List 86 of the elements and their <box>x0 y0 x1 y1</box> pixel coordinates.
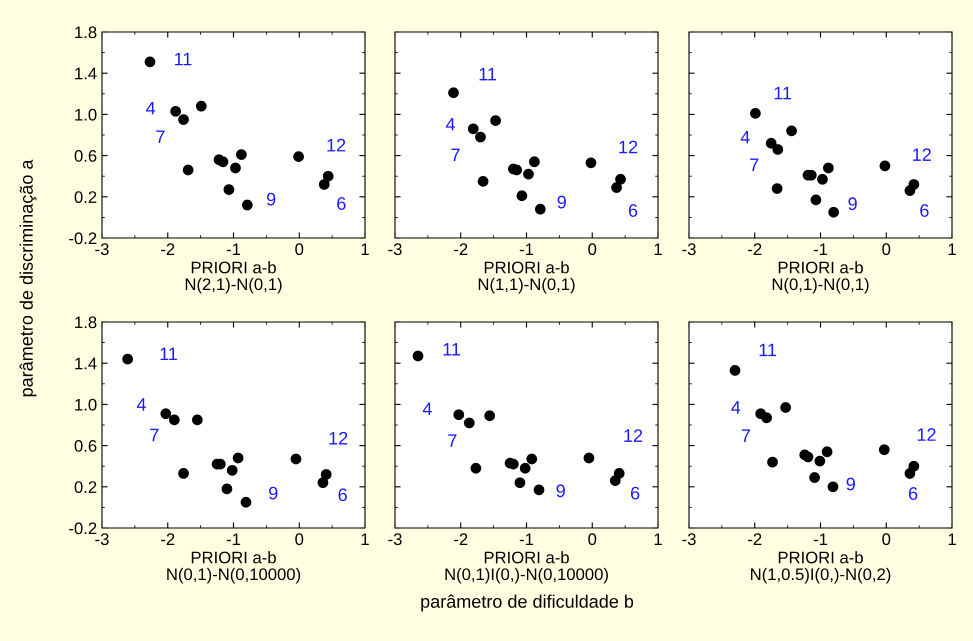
annotation: 6 <box>628 204 638 217</box>
x-axis-title: PRIORI a-b N(0,1)-N(0,10000) <box>167 551 300 584</box>
x-tick-label: 1 <box>362 243 369 255</box>
annotation: 6 <box>920 204 929 217</box>
x-axis-title: PRIORI a-b N(1,1)-N(0,1) <box>478 261 575 294</box>
annotation: 11 <box>480 68 496 80</box>
annotation: 11 <box>175 52 192 66</box>
y-tick-label: 1.0 <box>75 108 96 121</box>
x-tick-label: 0 <box>295 243 304 256</box>
x-tick-label: -3 <box>95 243 109 256</box>
annotation: 4 <box>731 401 740 414</box>
x-axis-title: PRIORI a-b N(1,0.5)I(0,)-N(0,2) <box>751 551 890 584</box>
annotation: 9 <box>269 486 278 500</box>
y-tick-label: 0.6 <box>74 440 96 452</box>
x-axis-title: PRIORI a-b N(2,1)-N(0,1) <box>186 261 282 294</box>
annotation: 9 <box>266 192 276 206</box>
x-tick-label: 0 <box>882 533 890 546</box>
x-tick-label: 0 <box>588 533 596 546</box>
text: parâmetro de dificuldade b <box>421 594 634 612</box>
annotation: 11 <box>444 343 460 356</box>
x-tick-label: -2 <box>454 243 468 255</box>
annotation: 11 <box>760 344 776 356</box>
x-tick-label: -3 <box>388 533 402 546</box>
annotation: 9 <box>556 484 565 498</box>
annotation: 7 <box>750 158 758 171</box>
x-tick-label: -2 <box>161 243 174 255</box>
x-tick-label: -3 <box>95 533 109 546</box>
annotation: 12 <box>918 428 936 441</box>
x-tick-label: -1 <box>520 243 534 255</box>
annotation: 12 <box>330 432 348 444</box>
x-tick-label: -2 <box>454 533 468 545</box>
annotation: 7 <box>448 434 456 447</box>
y-tick-label: 1.8 <box>75 26 96 38</box>
x-tick-label: -2 <box>748 533 762 545</box>
x-tick-label: 0 <box>588 243 596 256</box>
x-tick-label: 0 <box>882 243 890 256</box>
x-tick-label: -1 <box>520 533 534 545</box>
y-tick-label: 1.4 <box>75 68 97 80</box>
x-tick-label: -1 <box>814 243 828 255</box>
x-tick-label: -1 <box>226 243 240 255</box>
x-tick-label: 1 <box>362 533 369 545</box>
x-tick-label: -1 <box>226 533 240 545</box>
y-axis-title: parâmetro de discriminação a <box>20 160 36 396</box>
annotation: 12 <box>327 138 346 152</box>
annotation: 12 <box>619 140 638 154</box>
annotation: 4 <box>422 402 432 416</box>
annotation: 9 <box>846 478 855 490</box>
annotation: 7 <box>156 130 164 143</box>
y-tick-label: 0.2 <box>74 191 96 204</box>
x-tick-label: 0 <box>295 533 304 546</box>
x-tick-label: -3 <box>682 243 696 256</box>
annotation: 12 <box>913 148 931 161</box>
x-axis-title: PRIORI a-b N(0,1)I(0,)-N(0,10000) <box>445 551 608 584</box>
annotation: 4 <box>146 102 156 114</box>
annotation: 11 <box>774 86 792 100</box>
y-tick-label: 0.6 <box>74 150 96 162</box>
annotation: 6 <box>908 487 918 500</box>
x-tick-label: -2 <box>748 243 762 255</box>
annotation: 4 <box>740 130 750 144</box>
x-tick-label: -3 <box>682 533 696 546</box>
annotation: 6 <box>337 197 346 210</box>
annotation: 7 <box>451 148 460 162</box>
annotation: 9 <box>558 196 566 208</box>
y-tick-label: -0.2 <box>69 522 96 534</box>
annotation: 12 <box>624 429 642 442</box>
annotation: 4 <box>446 118 455 130</box>
annotation: 6 <box>338 488 347 502</box>
x-tick-label: 1 <box>654 533 662 545</box>
y-tick-label: 1.4 <box>75 358 97 370</box>
annotation: 11 <box>160 348 178 360</box>
annotation: 4 <box>136 398 146 411</box>
x-tick-label: -3 <box>388 243 402 256</box>
annotation: 7 <box>150 428 158 442</box>
x-tick-label: 1 <box>948 243 956 255</box>
annotation: 6 <box>631 486 640 500</box>
annotation: 7 <box>742 429 750 442</box>
y-tick-label: 0.2 <box>74 481 96 494</box>
y-tick-label: -0.2 <box>69 232 96 244</box>
y-tick-label: 1.8 <box>75 316 96 328</box>
x-tick-label: 1 <box>654 243 662 255</box>
x-tick-label: -2 <box>161 533 174 545</box>
x-axis-title: PRIORI a-b N(0,1)-N(0,1) <box>772 261 869 294</box>
annotation: 9 <box>848 197 857 210</box>
x-tick-label: -1 <box>814 533 828 545</box>
y-tick-label: 1.0 <box>75 398 96 411</box>
x-tick-label: 1 <box>948 533 956 545</box>
